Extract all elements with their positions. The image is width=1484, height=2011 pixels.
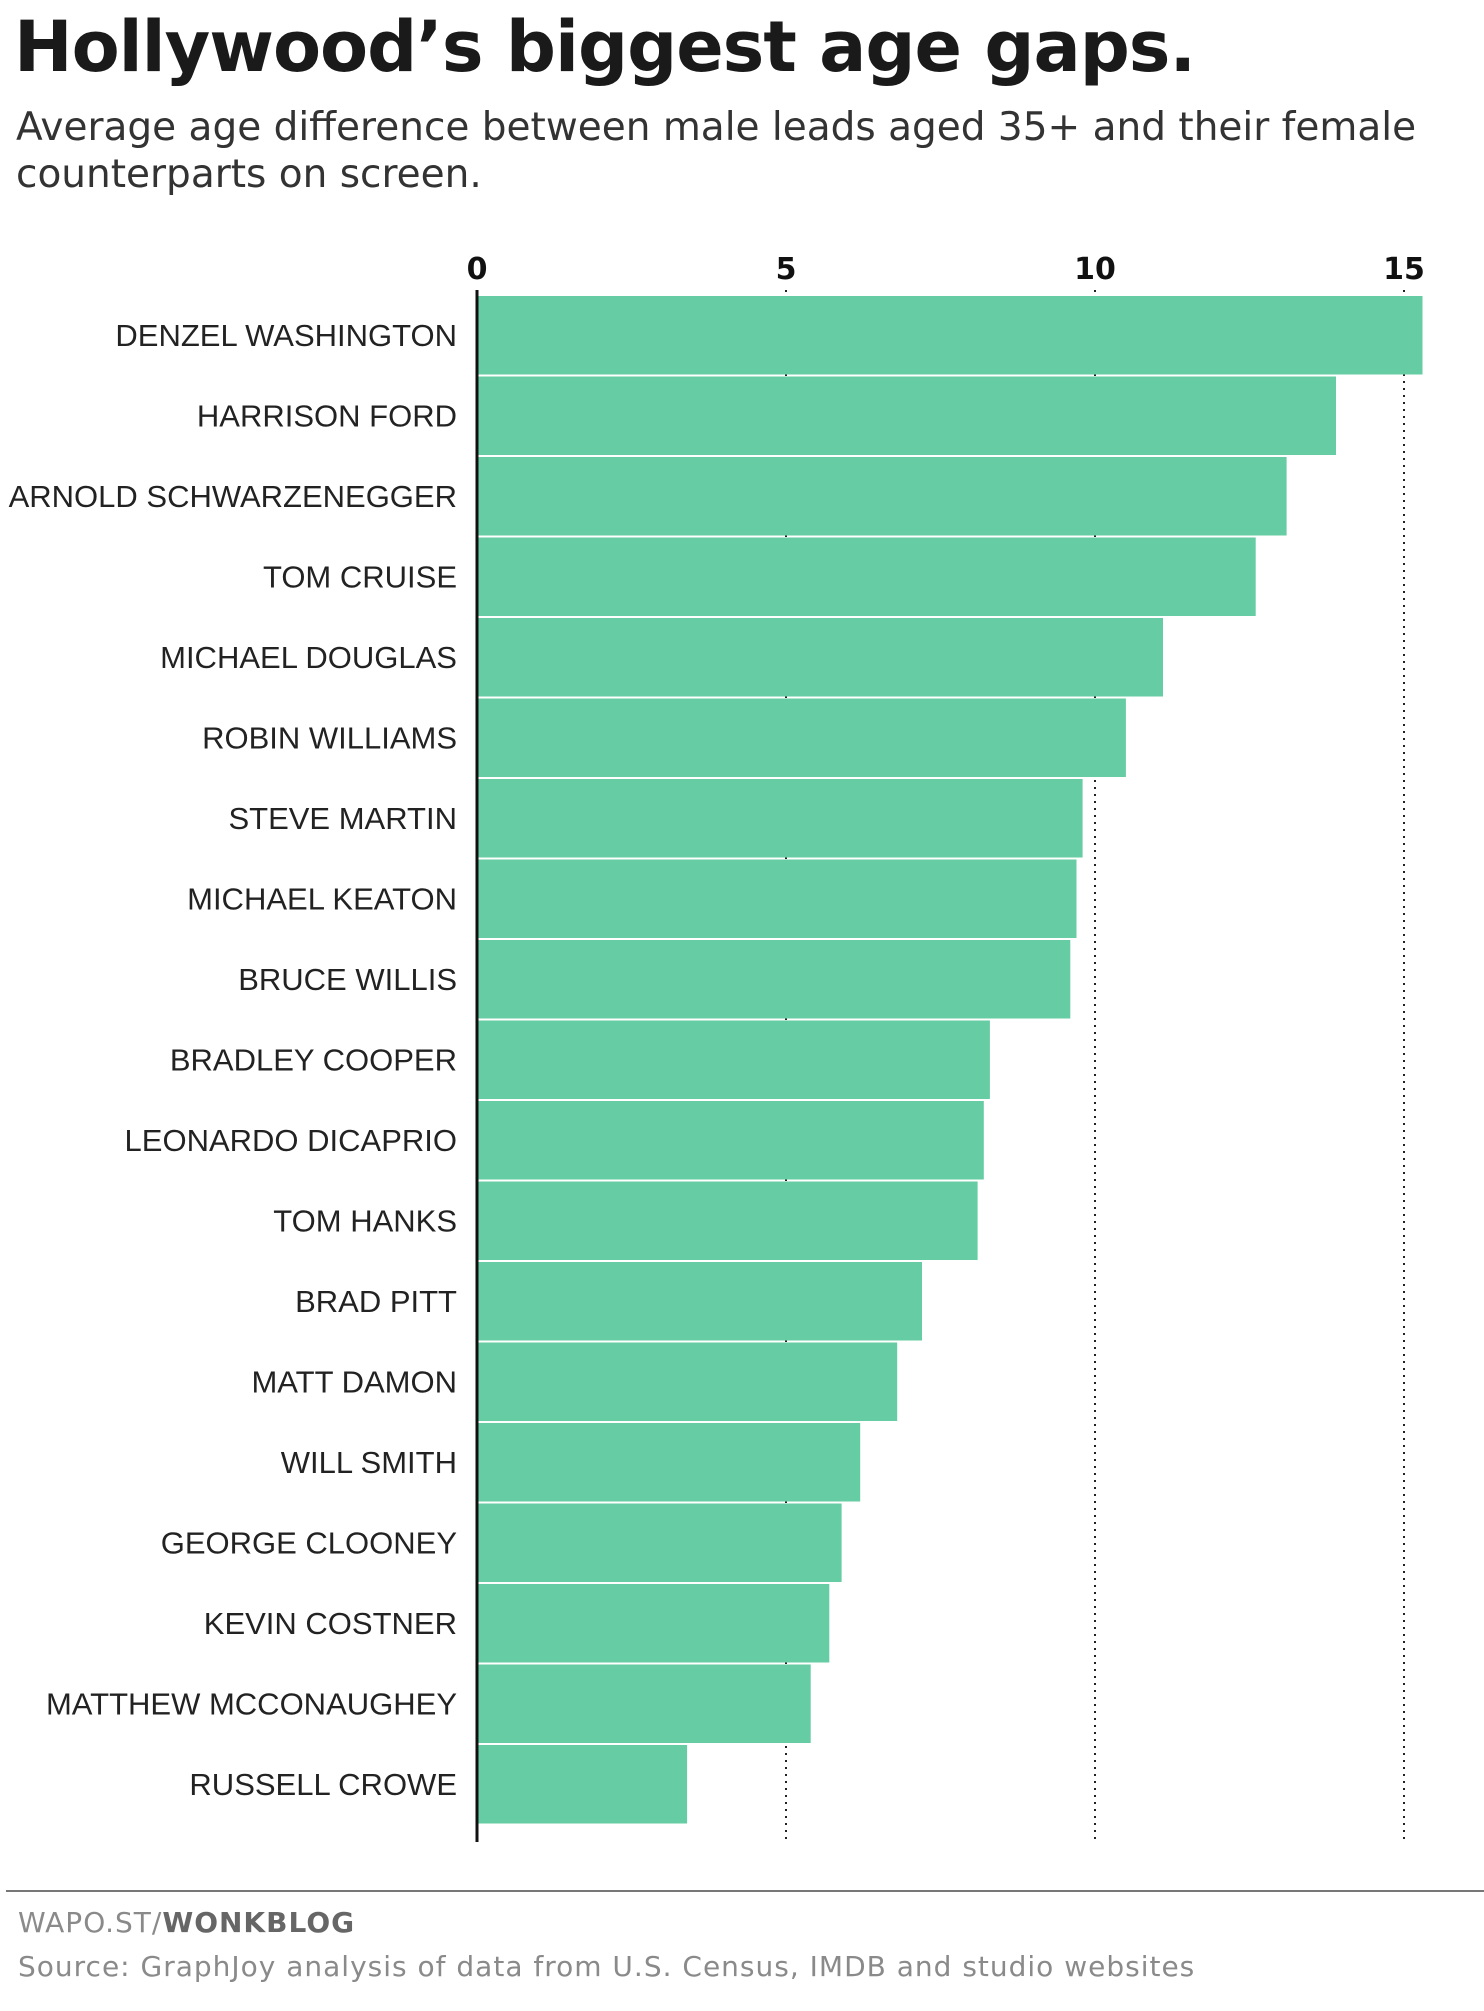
credit-brand: WONKBLOG bbox=[162, 1906, 356, 1939]
bar-arnold-schwarzenegger bbox=[477, 457, 1287, 536]
bar-brad-pitt bbox=[477, 1262, 922, 1341]
category-label: MATT DAMON bbox=[251, 1364, 457, 1399]
category-label: ARNOLD SCHWARZENEGGER bbox=[9, 479, 457, 514]
category-label: KEVIN COSTNER bbox=[204, 1606, 457, 1641]
bar-matt-damon bbox=[477, 1342, 898, 1421]
category-label: STEVE MARTIN bbox=[228, 801, 457, 836]
bar-chart: DENZEL WASHINGTON HARRISON FORD ARNOLD SCH… bbox=[9, 252, 1425, 1842]
category-label: TOM HANKS bbox=[273, 1203, 457, 1238]
chart-subtitle: Average age difference between male lead… bbox=[16, 105, 1417, 197]
bar-leonardo-dicaprio bbox=[477, 1101, 984, 1180]
bar-tom-cruise bbox=[477, 537, 1256, 616]
category-label: GEORGE CLOONEY bbox=[161, 1525, 457, 1560]
category-label: DENZEL WASHINGTON bbox=[115, 318, 457, 353]
bar-michael-keaton bbox=[477, 859, 1077, 938]
bar-will-smith bbox=[477, 1423, 861, 1502]
bar-denzel-washington bbox=[477, 296, 1423, 375]
credit-prefix: WAPO.ST/ bbox=[18, 1906, 163, 1939]
bar-russell-crowe bbox=[477, 1745, 688, 1824]
footer-credit: WAPO.ST/WONKBLOG bbox=[18, 1906, 355, 1939]
x-tick-label: 15 bbox=[1383, 252, 1425, 287]
x-axis-ticks: 0 5 10 15 bbox=[467, 252, 1425, 287]
bar-george-clooney bbox=[477, 1503, 842, 1582]
bar-robin-williams bbox=[477, 698, 1126, 777]
category-label: BRADLEY COOPER bbox=[170, 1042, 457, 1077]
chart-title: Hollywood’s biggest age gaps. bbox=[14, 6, 1196, 88]
category-label: WILL SMITH bbox=[281, 1445, 457, 1480]
bar-kevin-costner bbox=[477, 1584, 830, 1663]
bar-tom-hanks bbox=[477, 1181, 978, 1260]
source-note: Source: GraphJoy analysis of data from U… bbox=[18, 1950, 1196, 1983]
category-label: BRUCE WILLIS bbox=[238, 962, 457, 997]
category-label: MICHAEL DOUGLAS bbox=[160, 640, 457, 675]
category-label: LEONARDO DICAPRIO bbox=[125, 1123, 457, 1158]
x-tick-label: 10 bbox=[1074, 252, 1116, 287]
category-label: HARRISON FORD bbox=[197, 398, 457, 433]
category-label: TOM CRUISE bbox=[263, 559, 457, 594]
category-labels: DENZEL WASHINGTON HARRISON FORD ARNOLD SCH… bbox=[9, 318, 457, 1802]
bar-matthew-mcconaughey bbox=[477, 1664, 811, 1743]
bars bbox=[477, 296, 1423, 1824]
bar-bradley-cooper bbox=[477, 1020, 990, 1099]
category-label: RUSSELL CROWE bbox=[189, 1767, 457, 1802]
bar-steve-martin bbox=[477, 779, 1083, 858]
category-label: MATTHEW MCCONAUGHEY bbox=[46, 1686, 457, 1721]
x-tick-label: 5 bbox=[776, 252, 797, 287]
category-label: MICHAEL KEATON bbox=[187, 881, 457, 916]
footer-divider bbox=[6, 1890, 1484, 1892]
x-tick-label: 0 bbox=[467, 252, 488, 287]
category-label: BRAD PITT bbox=[295, 1284, 457, 1319]
bar-harrison-ford bbox=[477, 376, 1336, 455]
bar-michael-douglas bbox=[477, 618, 1163, 697]
category-label: ROBIN WILLIAMS bbox=[202, 720, 457, 755]
bar-bruce-willis bbox=[477, 940, 1071, 1019]
